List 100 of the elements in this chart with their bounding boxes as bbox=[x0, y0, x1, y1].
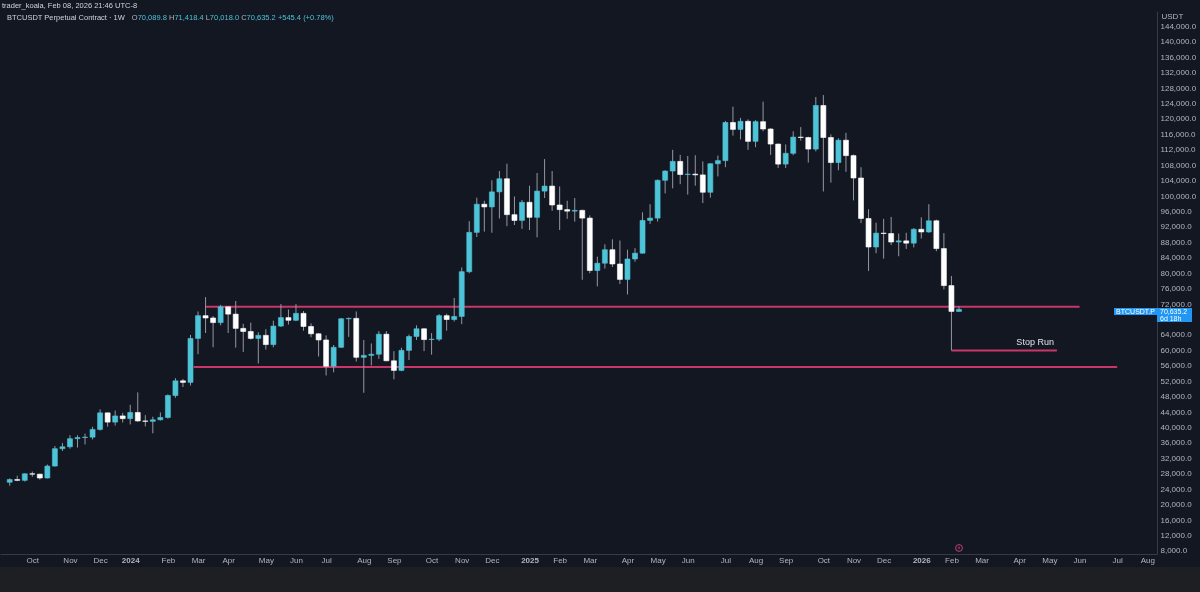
y-tick-label: 56,000.0 bbox=[1160, 361, 1193, 371]
y-tick-label: 16,000.0 bbox=[1160, 515, 1193, 525]
candlestick bbox=[692, 154, 699, 187]
y-tick-label: 84,000.0 bbox=[1160, 253, 1193, 263]
candlestick bbox=[263, 328, 269, 351]
x-tick-label: 2024 bbox=[121, 555, 141, 565]
x-tick-label: Jun bbox=[290, 555, 303, 565]
candlestick bbox=[549, 170, 555, 212]
candlestick bbox=[752, 119, 759, 148]
y-tick-label: 48,000.0 bbox=[1160, 392, 1193, 402]
y-tick-label: 108,000.0 bbox=[1160, 160, 1197, 170]
x-tick-label: Aug bbox=[357, 555, 372, 565]
y-tick-label: 32,000.0 bbox=[1160, 453, 1193, 463]
x-tick-label: Feb bbox=[553, 555, 568, 565]
y-tick-label: 72,000.0 bbox=[1160, 299, 1193, 309]
x-tick-label: Jul bbox=[720, 555, 732, 565]
candlestick bbox=[225, 305, 231, 334]
y-tick-label: 64,000.0 bbox=[1160, 330, 1193, 340]
x-tick-label: Nov bbox=[455, 555, 470, 565]
candlestick bbox=[451, 297, 457, 322]
x-tick-label: Apr bbox=[1013, 555, 1027, 565]
candlestick bbox=[669, 149, 676, 189]
candlestick bbox=[421, 327, 427, 352]
x-tick-label: May bbox=[650, 555, 666, 565]
y-tick-label: 132,000.0 bbox=[1160, 68, 1197, 78]
y-tick-label: 20,000.0 bbox=[1160, 500, 1193, 510]
y-tick-label: 24,000.0 bbox=[1160, 484, 1193, 494]
candlestick bbox=[345, 317, 352, 338]
y-tick-label: 112,000.0 bbox=[1160, 145, 1197, 155]
candlestick bbox=[594, 256, 601, 287]
y-tick-label: 76,000.0 bbox=[1160, 284, 1193, 294]
y-tick-label: 52,000.0 bbox=[1160, 376, 1193, 386]
x-tick-label: Jul bbox=[1112, 555, 1124, 565]
y-tick-label: 88,000.0 bbox=[1160, 237, 1193, 247]
candlestick bbox=[519, 199, 525, 230]
y-tick-label: 12,000.0 bbox=[1160, 530, 1193, 540]
y-tick-label: 128,000.0 bbox=[1160, 83, 1197, 93]
y-tick-label: 8,000.0 bbox=[1160, 546, 1188, 556]
candlestick bbox=[217, 304, 224, 326]
y-axis-title: USDT bbox=[1161, 11, 1184, 21]
candlestick bbox=[926, 203, 932, 234]
candlestick bbox=[526, 185, 533, 231]
x-tick-label: Sep bbox=[779, 555, 794, 565]
y-tick-label: 104,000.0 bbox=[1160, 176, 1197, 186]
candlestick bbox=[835, 137, 842, 171]
candlestick bbox=[700, 160, 706, 204]
x-tick-label: Apr bbox=[621, 555, 635, 565]
x-tick-label: Jun bbox=[681, 555, 695, 565]
x-tick-label: Mar bbox=[975, 555, 990, 565]
candlestick bbox=[730, 106, 736, 137]
candlestick bbox=[918, 216, 925, 240]
candlestick bbox=[481, 200, 488, 233]
y-tick-label: 28,000.0 bbox=[1160, 469, 1193, 479]
candlestick bbox=[293, 303, 299, 322]
candlestick bbox=[255, 331, 262, 364]
candlestick bbox=[895, 233, 902, 257]
x-tick-label: Aug bbox=[1140, 555, 1155, 565]
y-tick-label: 96,000.0 bbox=[1160, 207, 1193, 217]
x-tick-label: Apr bbox=[222, 555, 236, 565]
x-tick-label: Jun bbox=[1073, 555, 1087, 565]
y-tick-label: 124,000.0 bbox=[1160, 99, 1197, 109]
x-tick-label: Oct bbox=[26, 555, 40, 565]
candlestick bbox=[745, 118, 751, 151]
x-tick-label: Nov bbox=[63, 555, 78, 565]
x-tick-label: Feb bbox=[945, 555, 960, 565]
candlestick bbox=[737, 117, 744, 140]
y-tick-label: 120,000.0 bbox=[1160, 114, 1197, 124]
y-tick-label: 100,000.0 bbox=[1160, 191, 1197, 201]
x-tick-label: Dec bbox=[485, 555, 500, 565]
candlestick bbox=[602, 243, 608, 270]
series-label: Stop Run bbox=[1016, 337, 1054, 348]
y-tick-label: 80,000.0 bbox=[1160, 268, 1193, 278]
candlestick bbox=[910, 227, 917, 248]
x-tick-label: Aug bbox=[748, 555, 764, 565]
candlestick bbox=[571, 197, 578, 223]
candlestick bbox=[677, 154, 684, 185]
candlestick bbox=[684, 155, 691, 196]
y-tick-label: 116,000.0 bbox=[1160, 129, 1197, 139]
x-tick-label: Mar bbox=[583, 555, 598, 565]
candlestick bbox=[180, 378, 186, 388]
candlestick bbox=[127, 404, 134, 425]
x-tick-label: Nov bbox=[846, 555, 862, 565]
y-tick-label: 144,000.0 bbox=[1160, 21, 1197, 31]
y-tick-label: 60,000.0 bbox=[1160, 345, 1193, 355]
y-tick-label: 140,000.0 bbox=[1160, 37, 1197, 47]
y-tick-label: 136,000.0 bbox=[1160, 52, 1197, 62]
y-tick-label: 44,000.0 bbox=[1160, 407, 1193, 417]
y-tick-label: 92,000.0 bbox=[1160, 222, 1193, 232]
candlestick bbox=[873, 222, 879, 254]
y-tick-label: 40,000.0 bbox=[1160, 423, 1193, 433]
candlestick bbox=[376, 330, 382, 360]
x-tick-label: Sep bbox=[387, 555, 403, 565]
x-tick-label: May bbox=[258, 555, 274, 565]
x-tick-label: Oct bbox=[425, 555, 440, 565]
x-tick-label: Dec bbox=[877, 555, 892, 565]
candlestick bbox=[956, 305, 962, 313]
x-tick-label: Mar bbox=[191, 555, 206, 565]
y-tick-label: 36,000.0 bbox=[1160, 438, 1193, 448]
x-tick-label: May bbox=[1042, 555, 1058, 565]
x-tick-label: 2025 bbox=[521, 555, 540, 565]
